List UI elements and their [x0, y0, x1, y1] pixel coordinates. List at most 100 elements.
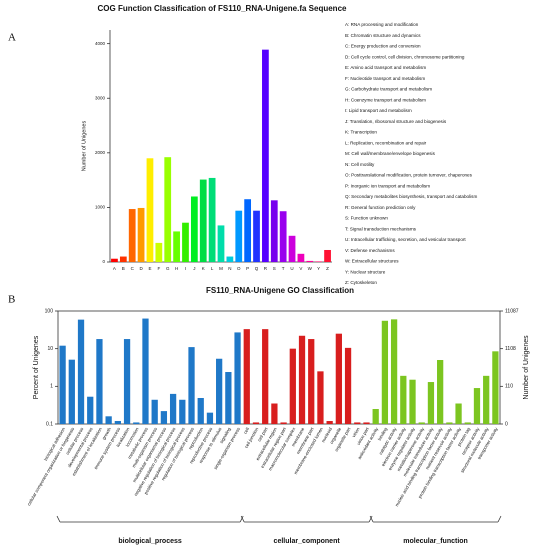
legend-entry: L: Replication, recombination and repair: [345, 140, 427, 145]
y-axis-label: Number of Unigenes: [81, 121, 87, 172]
bar: [164, 157, 172, 262]
group-bracket: [240, 515, 245, 523]
bar: [68, 359, 75, 424]
x-tick-label: virion: [351, 426, 361, 438]
bar: [262, 329, 269, 424]
bar: [271, 403, 278, 424]
x-tick-label: I: [185, 266, 186, 271]
bar: [492, 351, 499, 424]
legend-entry: Q: Secondary metabolites biosynthesis, t…: [345, 194, 477, 199]
x-tick-label: O: [237, 266, 241, 271]
bar: [217, 225, 225, 262]
legend-entry: R: General function prediction only: [345, 205, 416, 210]
x-tick-label: Y: [317, 266, 320, 271]
bar: [59, 345, 66, 424]
bar: [182, 222, 189, 262]
y-tick-label: 3000: [95, 95, 106, 100]
bar: [216, 358, 223, 424]
bar: [87, 396, 94, 424]
bar: [96, 339, 103, 424]
legend-entry: S: Function unknown: [345, 216, 388, 221]
bar: [473, 388, 481, 424]
legend-entry: I: Lipid transport and metabolism: [345, 108, 412, 113]
bar: [155, 242, 163, 262]
y-tick-label: 1000: [95, 205, 106, 210]
bar: [151, 399, 158, 424]
bar: [381, 320, 389, 424]
legend-entry: Y: Nuclear structure: [345, 269, 386, 274]
x-tick-label: G: [166, 266, 170, 271]
x-tick-label: Q: [255, 266, 259, 271]
bar: [326, 421, 333, 424]
chart-title: FS110_RNA-Unigene GO Classification: [206, 286, 354, 295]
bar: [427, 382, 435, 424]
group-bracket: [239, 515, 244, 523]
bar: [354, 422, 361, 424]
y-tick-label: 1: [50, 384, 53, 390]
bar: [133, 422, 140, 424]
bar: [206, 412, 214, 424]
bar: [119, 256, 127, 262]
x-tick-label: growth: [101, 426, 112, 440]
bar: [390, 319, 398, 424]
bar: [77, 319, 85, 424]
x-tick-label: K: [202, 266, 205, 271]
bar: [208, 177, 216, 262]
y-tick-label: 10: [47, 346, 53, 352]
group-bracket: [56, 515, 61, 523]
bar: [400, 375, 407, 424]
x-tick-label: L: [211, 266, 214, 271]
x-tick-label: U: [290, 266, 293, 271]
bar: [446, 422, 453, 424]
y2-tick-label: 11087: [505, 308, 519, 314]
legend-entry: J: Translation, ribosomal structure and …: [345, 119, 447, 124]
group-bracket: [497, 515, 502, 523]
legend-entry: V: Defense mechanisms: [345, 248, 395, 253]
bar: [308, 339, 315, 424]
bar: [188, 347, 195, 424]
x-tick-label: C: [131, 266, 135, 271]
legend-entry: B: Chromatin structure and dynamics: [345, 33, 421, 38]
x-tick-label: P: [246, 266, 249, 271]
bar: [128, 209, 136, 262]
bar: [199, 179, 207, 262]
x-tick-label: T: [282, 266, 285, 271]
bar: [244, 199, 252, 262]
x-tick-label: B: [122, 266, 125, 271]
y-tick-label: 4000: [95, 41, 106, 46]
y-tick-label: 100: [45, 308, 54, 314]
legend-entry: A: RNA processing and modification: [345, 22, 419, 27]
bar: [483, 375, 490, 424]
bar: [146, 158, 154, 262]
bar: [344, 347, 352, 424]
group-bracket: [368, 515, 373, 523]
x-tick-label: D: [139, 266, 143, 271]
group-bracket: [369, 515, 374, 523]
bar: [111, 258, 118, 262]
bar: [226, 256, 234, 262]
bar: [179, 399, 186, 424]
x-tick-label: W: [308, 266, 313, 271]
bar: [225, 372, 232, 424]
y-tick-label: 2000: [95, 150, 106, 155]
x-tick-label: H: [175, 266, 178, 271]
y-axis-label: Percent of Unigenes: [33, 335, 40, 399]
bar: [262, 49, 269, 262]
group-label: biological_process: [118, 538, 182, 545]
x-tick-label: E: [148, 266, 151, 271]
legend-entry: T: Signal transduction mechanisms: [345, 226, 417, 231]
bar: [160, 411, 168, 424]
bar: [279, 211, 287, 262]
bar: [363, 422, 370, 424]
bar: [335, 333, 342, 424]
bar: [289, 348, 296, 424]
legend-entry: D: Cell cycle control, cell division, ch…: [345, 54, 465, 59]
bar: [270, 200, 278, 262]
x-tick-label: M: [219, 266, 223, 271]
y2-axis-label: Number of Unigenes: [523, 335, 530, 400]
y2-tick-label: 1108: [505, 346, 516, 352]
bar: [297, 253, 305, 262]
bar: [234, 332, 241, 424]
legend-entry: W: Extracellular structures: [345, 259, 399, 264]
